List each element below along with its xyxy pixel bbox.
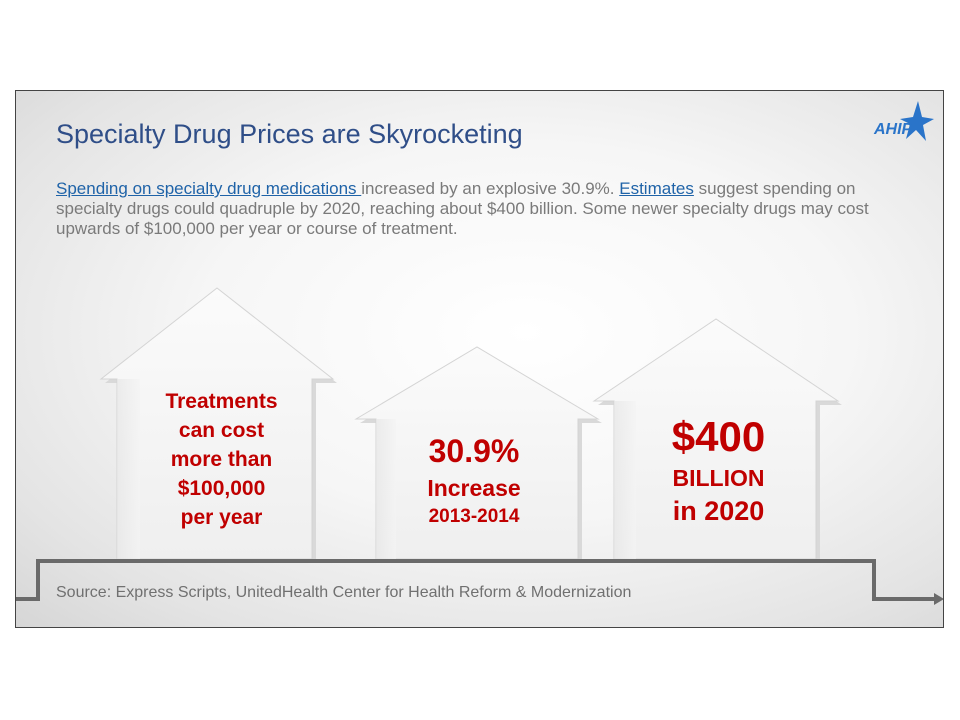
ahip-logo-text: AHIP [874,121,913,138]
arrow-3-text: $400 BILLION in 2020 [631,411,806,529]
estimates-link[interactable]: Estimates [619,179,694,198]
arrow-2-shape [354,346,602,563]
baseline-arrowhead-icon [934,593,943,605]
ahip-star-logo-icon [900,101,934,141]
arrow-1-shape [99,287,337,563]
slide-title: Specialty Drug Prices are Skyrocketing [56,119,523,149]
intro-paragraph: Spending on specialty drug medications i… [56,179,926,239]
arrow-1-line: per year [180,506,263,529]
arrow-1-line: $100,000 [177,477,266,500]
arrows-graphic [16,287,943,605]
spending-link[interactable]: Spending on specialty drug medications [56,179,362,198]
intro-text-2: suggest spending on specialty drugs coul… [56,179,869,238]
arrow-3-shape [592,318,842,563]
arrow-1-line: can cost [178,419,265,442]
intro-text-1: increased by an explosive 30.9%. [361,179,620,198]
arrow-1-text: Treatments can cost more than $100,000 p… [134,387,309,532]
arrow-2-line: Increase [427,475,521,501]
source-citation: Source: Express Scripts, UnitedHealth Ce… [56,584,632,601]
arrow-1-line: Treatments [165,390,278,413]
arrow-2-line: 30.9% [428,433,520,469]
arrow-1-line: more than [170,448,273,471]
arrow-3-line: in 2020 [672,496,765,526]
arrow-2-text: 30.9% Increase 2013-2014 [389,429,559,531]
arrow-2-line: 2013-2014 [428,506,520,527]
arrow-3-line: $400 [671,413,766,460]
slide: Specialty Drug Prices are Skyrocketing A… [15,90,944,628]
arrow-3-line: BILLION [672,465,765,491]
baseline-arrow-line [16,559,938,601]
